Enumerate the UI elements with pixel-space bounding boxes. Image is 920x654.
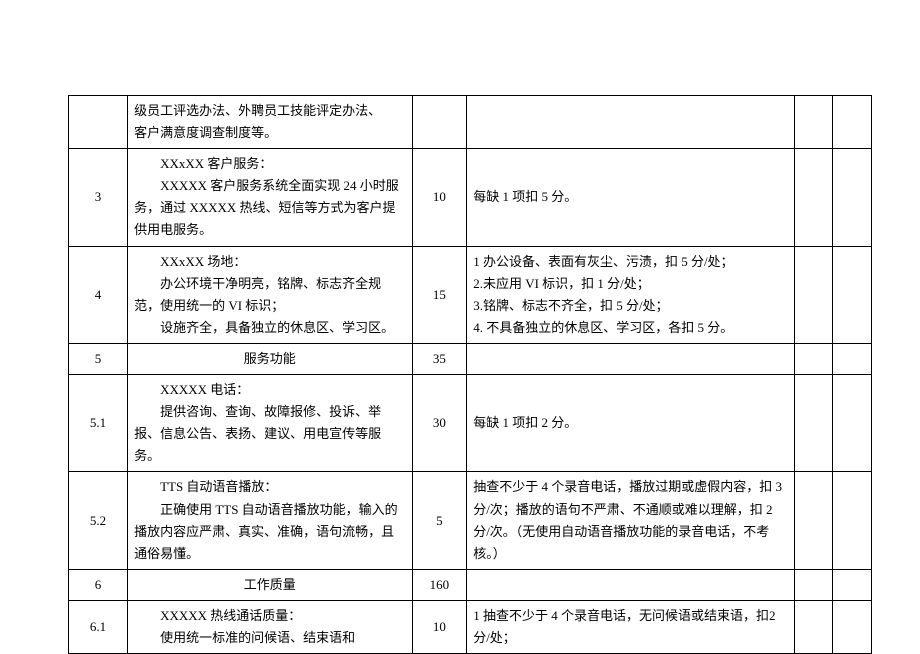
crit-text: 1 办公设备、表面有灰尘、污渍，扣 5 分/处； — [473, 254, 733, 269]
cell-num: 5.1 — [69, 375, 128, 472]
cell-desc: XXXXX 电话： 提供咨询、查询、故障报修、投诉、举报、信息公告、表扬、建议、… — [128, 375, 412, 472]
crit-text: 抽查不少于 4 个录音电话，播放过期或虚假内容，扣 3分/次；播放的语句不严肃、… — [473, 479, 782, 560]
cell-score: 5 — [412, 472, 467, 569]
cell-extra — [795, 96, 832, 149]
cell-extra — [795, 246, 832, 343]
desc-body: 正确使用 TTS 自动语音播放功能，输入的播放内容应严肃、真实、准确，语句流畅，… — [134, 499, 405, 565]
num-text: 5.1 — [90, 415, 106, 430]
cell-criteria: 每缺 1 项扣 2 分。 — [467, 375, 795, 472]
cell-extra — [832, 375, 871, 472]
cell-desc: XXxXX 客户服务： XXXXX 客户服务系统全面实现 24 小时服务，通过 … — [128, 149, 412, 246]
cell-extra — [832, 600, 871, 653]
cell-num: 3 — [69, 149, 128, 246]
cell-score: 30 — [412, 375, 467, 472]
num-text: 5 — [95, 351, 102, 366]
desc-text: 客户满意度调查制度等。 — [134, 125, 277, 140]
table-row: 5.2 TTS 自动语音播放： 正确使用 TTS 自动语音播放功能，输入的播放内… — [69, 472, 872, 569]
cell-num: 5 — [69, 343, 128, 374]
score-text: 30 — [433, 415, 446, 430]
cell-extra — [795, 600, 832, 653]
desc-title: XXxXX 客户服务： — [134, 153, 405, 175]
cell-criteria — [467, 569, 795, 600]
cell-desc: 级员工评选办法、外聘员工技能评定办法、 客户满意度调查制度等。 — [128, 96, 412, 149]
cell-score — [412, 96, 467, 149]
desc-body: 使用统一标准的问候语、结束语和 — [134, 627, 405, 649]
num-text: 5.2 — [90, 513, 106, 528]
cell-extra — [795, 149, 832, 246]
cell-num — [69, 96, 128, 149]
cell-extra — [832, 472, 871, 569]
score-text: 5 — [436, 513, 443, 528]
desc-title: TTS 自动语音播放： — [134, 476, 405, 498]
table-row: 级员工评选办法、外聘员工技能评定办法、 客户满意度调查制度等。 — [69, 96, 872, 149]
desc-body: XXXXX 客户服务系统全面实现 24 小时服务，通过 XXXXX 热线、短信等… — [134, 175, 405, 241]
cell-extra — [832, 149, 871, 246]
num-text: 6.1 — [90, 619, 106, 634]
cell-extra — [832, 96, 871, 149]
score-text: 10 — [433, 619, 446, 634]
cell-extra — [832, 569, 871, 600]
cell-criteria — [467, 343, 795, 374]
cell-extra — [832, 343, 871, 374]
crit-text: 2.未应用 VI 标识，扣 1 分/处； — [473, 276, 650, 291]
cell-criteria: 1 办公设备、表面有灰尘、污渍，扣 5 分/处； 2.未应用 VI 标识，扣 1… — [467, 246, 795, 343]
cell-desc: XXxXX 场地： 办公环境干净明亮，铭牌、标志齐全规范，使用统一的 VI 标识… — [128, 246, 412, 343]
cell-score: 15 — [412, 246, 467, 343]
desc-body: 设施齐全，具备独立的休息区、学习区。 — [134, 317, 405, 339]
cell-criteria: 每缺 1 项扣 5 分。 — [467, 149, 795, 246]
evaluation-table: 级员工评选办法、外聘员工技能评定办法、 客户满意度调查制度等。 3 XXxXX … — [68, 95, 872, 654]
cell-desc: 服务功能 — [128, 343, 412, 374]
desc-text: 级员工评选办法、外聘员工技能评定办法、 — [134, 103, 381, 118]
table-row: 3 XXxXX 客户服务： XXXXX 客户服务系统全面实现 24 小时服务，通… — [69, 149, 872, 246]
num-text: 6 — [95, 577, 102, 592]
crit-text: 1 抽查不少于 4 个录音电话，无问候语或结束语，扣2 分/处； — [473, 608, 775, 645]
desc-body: 提供咨询、查询、故障报修、投诉、举报、信息公告、表扬、建议、用电宣传等服务。 — [134, 401, 405, 467]
crit-text: 4. 不具备独立的休息区、学习区，各扣 5 分。 — [473, 320, 733, 335]
crit-text: 3.铭牌、标志不齐全，扣 5 分/处； — [473, 298, 668, 313]
cell-score: 10 — [412, 149, 467, 246]
cell-score: 160 — [412, 569, 467, 600]
cell-extra — [795, 343, 832, 374]
score-text: 160 — [430, 577, 450, 592]
score-text: 35 — [433, 351, 446, 366]
num-text: 3 — [95, 189, 102, 204]
cell-criteria: 抽查不少于 4 个录音电话，播放过期或虚假内容，扣 3分/次；播放的语句不严肃、… — [467, 472, 795, 569]
cell-desc: TTS 自动语音播放： 正确使用 TTS 自动语音播放功能，输入的播放内容应严肃… — [128, 472, 412, 569]
document-page: 级员工评选办法、外聘员工技能评定办法、 客户满意度调查制度等。 3 XXxXX … — [0, 0, 920, 651]
desc-body: 办公环境干净明亮，铭牌、标志齐全规范，使用统一的 VI 标识； — [134, 273, 405, 317]
table-row: 5.1 XXXXX 电话： 提供咨询、查询、故障报修、投诉、举报、信息公告、表扬… — [69, 375, 872, 472]
cell-num: 5.2 — [69, 472, 128, 569]
table-row: 6.1 XXXXX 热线通话质量： 使用统一标准的问候语、结束语和 10 1 抽… — [69, 600, 872, 653]
desc-title: XXXXX 热线通话质量： — [134, 605, 405, 627]
cell-desc: XXXXX 热线通话质量： 使用统一标准的问候语、结束语和 — [128, 600, 412, 653]
cell-extra — [795, 569, 832, 600]
cell-criteria: 1 抽查不少于 4 个录音电话，无问候语或结束语，扣2 分/处； — [467, 600, 795, 653]
desc-title: XXXXX 电话： — [134, 379, 405, 401]
table-row: 6 工作质量 160 — [69, 569, 872, 600]
score-text: 10 — [433, 189, 446, 204]
cell-extra — [795, 375, 832, 472]
desc-text: 工作质量 — [244, 577, 296, 592]
cell-desc: 工作质量 — [128, 569, 412, 600]
cell-score: 10 — [412, 600, 467, 653]
cell-extra — [832, 246, 871, 343]
table-row: 5 服务功能 35 — [69, 343, 872, 374]
cell-num: 4 — [69, 246, 128, 343]
score-text: 15 — [433, 287, 446, 302]
num-text: 4 — [95, 287, 102, 302]
cell-criteria — [467, 96, 795, 149]
crit-text: 每缺 1 项扣 2 分。 — [473, 415, 577, 430]
table-row: 4 XXxXX 场地： 办公环境干净明亮，铭牌、标志齐全规范，使用统一的 VI … — [69, 246, 872, 343]
desc-text: 服务功能 — [244, 351, 296, 366]
cell-num: 6.1 — [69, 600, 128, 653]
cell-extra — [795, 472, 832, 569]
cell-score: 35 — [412, 343, 467, 374]
crit-text: 每缺 1 项扣 5 分。 — [473, 189, 577, 204]
desc-title: XXxXX 场地： — [134, 251, 405, 273]
cell-num: 6 — [69, 569, 128, 600]
